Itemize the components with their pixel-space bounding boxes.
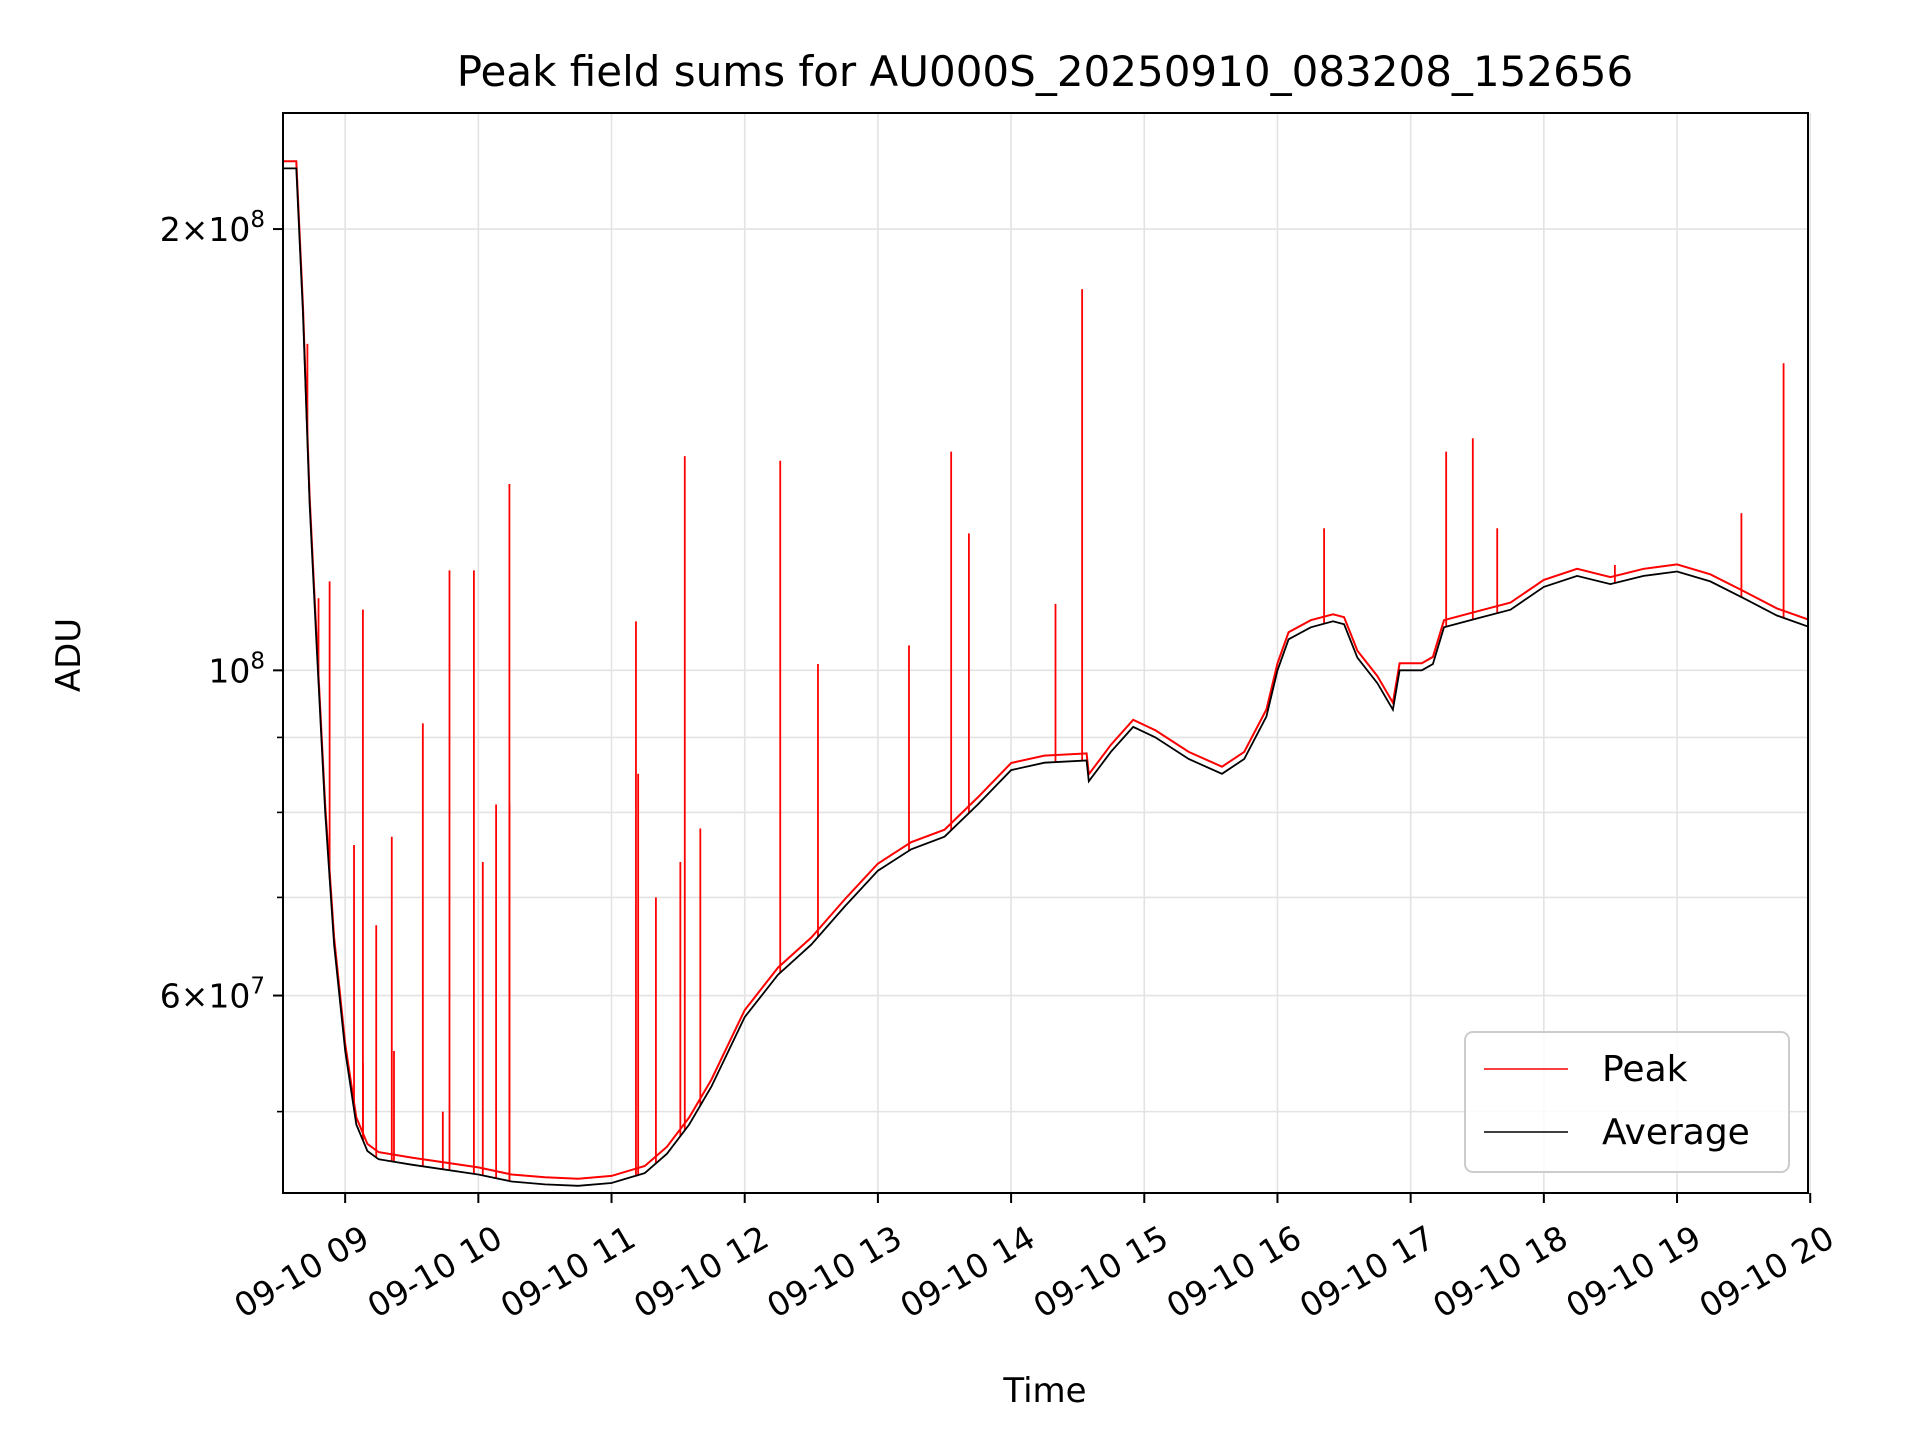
x-axis-label: Time [1002, 1371, 1086, 1411]
y-tick-label: 2×108 [160, 207, 265, 249]
peak-series-line [283, 160, 1808, 1180]
legend-label-average: Average [1602, 1112, 1750, 1153]
legend: Peak Average [1464, 1031, 1790, 1173]
plot-frame [282, 112, 1809, 1194]
y-tick-label: 6×107 [160, 974, 265, 1016]
y-tick-label: 108 [208, 648, 265, 690]
average-series-line [283, 167, 1808, 1187]
legend-box [1464, 1031, 1790, 1173]
chart-title: Peak field sums for AU000S_20250910_0832… [457, 47, 1634, 96]
series-layer [283, 160, 1808, 1187]
y-axis-label: ADU [49, 618, 89, 692]
legend-label-peak: Peak [1602, 1049, 1688, 1090]
